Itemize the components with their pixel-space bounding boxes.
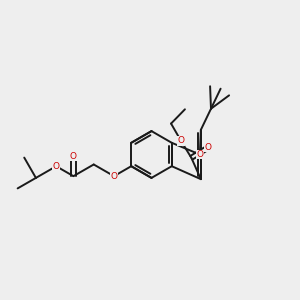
Text: O: O bbox=[196, 150, 203, 159]
Text: O: O bbox=[205, 143, 212, 152]
Text: O: O bbox=[70, 152, 77, 161]
Text: O: O bbox=[110, 172, 118, 181]
Text: O: O bbox=[178, 136, 184, 145]
Text: O: O bbox=[53, 162, 60, 171]
